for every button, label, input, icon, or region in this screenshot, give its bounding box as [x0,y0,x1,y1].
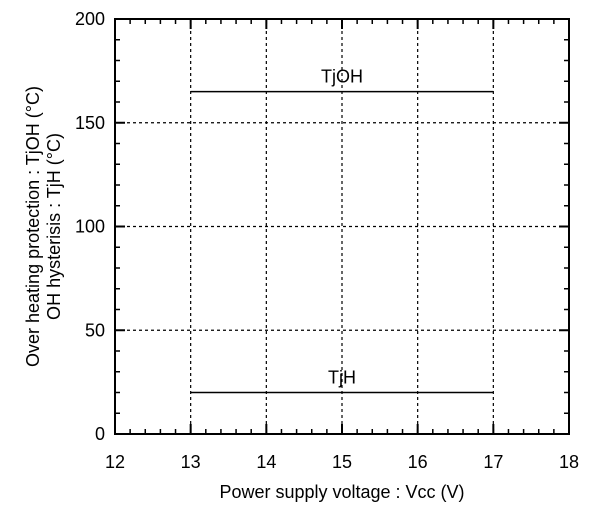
y-axis-label-line-2: OH hysterisis : TjH (°C) [44,133,64,320]
x-axis-label: Power supply voltage : Vcc (V) [219,482,464,502]
x-tick-label: 14 [256,452,276,472]
series-group [190,90,494,394]
y-tick-label: 200 [75,9,105,29]
grid [115,19,569,434]
y-axis-label-line-1: Over heating protection : TjOH (°C) [23,86,43,367]
x-tick-label: 12 [105,452,125,472]
y-tick-label: 0 [95,424,105,444]
x-tick-label: 13 [181,452,201,472]
major-ticks [114,18,570,435]
x-tick-label: 17 [483,452,503,472]
y-tick-label: 100 [75,217,105,237]
y-tick-label: 150 [75,113,105,133]
x-tick-label: 18 [559,452,579,472]
x-tick-label: 16 [408,452,428,472]
x-tick-labels: 12 13 14 15 16 17 18 [105,452,579,472]
series-labels: TjOH TjH [321,67,363,388]
series-label-tjoh: TjOH [321,67,363,87]
x-tick-label: 15 [332,452,352,472]
y-tick-label: 50 [85,320,105,340]
series-label-tjh: TjH [328,368,356,388]
y-tick-labels: 0 50 100 150 200 [75,9,105,444]
